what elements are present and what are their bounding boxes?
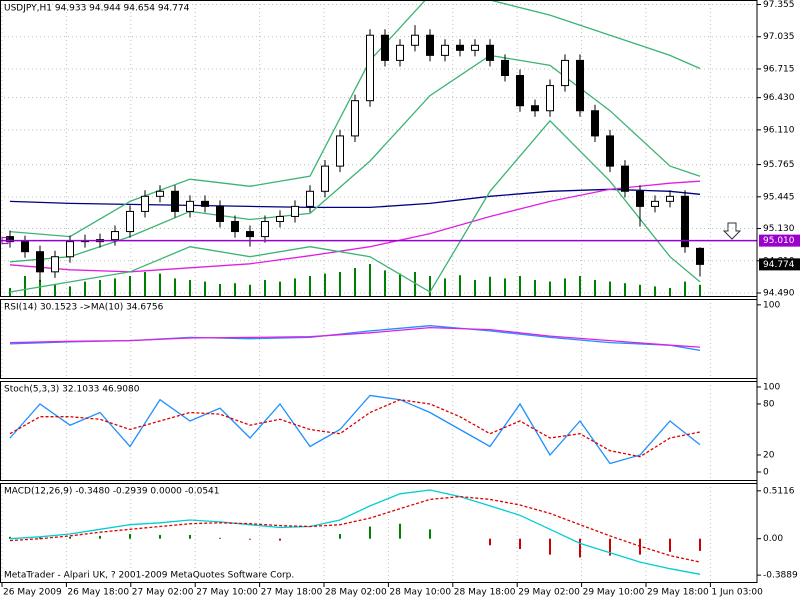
- y-tick-label: 100: [763, 382, 780, 392]
- y-tick-label: 97.035: [763, 32, 795, 42]
- y-tick-label: 95.445: [763, 192, 795, 202]
- candle-body: [456, 44, 464, 51]
- candle-body: [411, 34, 419, 46]
- x-tick-label: 29 May 02:00: [518, 588, 580, 598]
- candle-body: [51, 256, 59, 273]
- panel-title: USDJPY,H1 94.933 94.944 94.654 94.774: [4, 4, 190, 14]
- indicator-line: [9, 119, 701, 293]
- panel-title: MACD(12,26,9) -0.3480 -0.2939 0.0000 -0.…: [4, 487, 220, 497]
- candle-body: [516, 75, 524, 107]
- level-marker: [1, 237, 9, 245]
- candle-body: [6, 236, 14, 243]
- price-label-box: [759, 258, 800, 271]
- level-label: 95.010: [763, 236, 795, 246]
- candle-body: [231, 220, 239, 233]
- y-tick-label: 95.765: [763, 160, 795, 170]
- x-tick-label: 29 May 10:00: [583, 588, 645, 598]
- y-tick-label: -0.3889: [763, 571, 798, 581]
- candle-body: [111, 231, 119, 241]
- candle-body: [336, 135, 344, 167]
- y-tick-label: 80: [763, 399, 775, 409]
- candle-body: [606, 135, 614, 167]
- candle-body: [366, 34, 374, 102]
- candle-body: [321, 165, 329, 192]
- candle-body: [396, 44, 404, 61]
- candle-body: [306, 190, 314, 207]
- y-tick-label: 20: [763, 450, 775, 460]
- y-tick-label: 96.715: [763, 64, 795, 74]
- x-tick-label: 28 May 10:00: [389, 588, 451, 598]
- candle-body: [501, 59, 509, 77]
- x-tick-label: 27 May 02:00: [132, 588, 194, 598]
- candle-body: [261, 220, 269, 238]
- x-tick-label: 26 May 18:00: [67, 588, 129, 598]
- indicator-line: [9, 489, 701, 575]
- y-tick-label: 96.110: [763, 125, 795, 135]
- candle-body: [201, 200, 209, 207]
- indicator-line: [9, 326, 701, 348]
- x-tick-label: 1 Jun 03:00: [711, 588, 763, 598]
- candle-body: [186, 200, 194, 212]
- candle-body: [381, 34, 389, 61]
- candle-body: [561, 59, 569, 87]
- y-tick-label: 95.130: [763, 224, 795, 234]
- indicator-line: [9, 394, 701, 465]
- y-tick-label: 96.430: [763, 93, 795, 103]
- candle-body: [351, 100, 359, 137]
- candle-body: [471, 44, 479, 51]
- candle-body: [66, 241, 74, 258]
- y-tick-label: 0.00: [763, 534, 783, 544]
- candle-body: [531, 105, 539, 112]
- candle-body: [21, 241, 29, 253]
- indicator-line: [9, 495, 701, 563]
- x-tick-label: 28 May 02:00: [325, 588, 387, 598]
- candle-body: [636, 190, 644, 207]
- panel-title: RSI(14) 30.1523 ->MA(10) 34.6756: [4, 303, 164, 313]
- x-tick-label: 27 May 10:00: [196, 588, 258, 598]
- candle-body: [441, 44, 449, 56]
- y-tick-label: 100: [763, 300, 780, 310]
- candle-body: [276, 215, 284, 222]
- candle-body: [291, 205, 299, 217]
- candle-body: [141, 195, 149, 212]
- level-label-box: [759, 234, 800, 247]
- candle-body: [126, 210, 134, 233]
- x-tick-label: 27 May 18:00: [261, 588, 323, 598]
- y-tick-label: 0: [763, 467, 769, 477]
- candle-body: [36, 251, 44, 273]
- y-tick-label: 0.5116: [763, 486, 795, 496]
- y-tick-label: 97.355: [763, 0, 795, 10]
- x-tick-label: 29 May 18:00: [647, 588, 709, 598]
- candle-body: [621, 165, 629, 192]
- price-label: 94.774: [763, 260, 795, 270]
- x-tick-label: 26 May 2009: [3, 588, 62, 598]
- candle-body: [171, 190, 179, 212]
- candle-body: [486, 44, 494, 61]
- y-tick-label: 94.490: [763, 288, 795, 298]
- candle-body: [216, 205, 224, 222]
- x-tick-label: 28 May 18:00: [454, 588, 516, 598]
- candle-body: [156, 190, 164, 197]
- candle-body: [576, 59, 584, 112]
- candle-body: [591, 110, 599, 137]
- candle-body: [246, 231, 254, 238]
- candle-body: [681, 195, 689, 248]
- candle-body: [696, 247, 704, 265]
- panel-title: Stoch(5,3,3) 32.1033 46.9080: [4, 385, 140, 395]
- indicator-line: [9, 399, 701, 458]
- candle-body: [426, 34, 434, 56]
- sell-arrow: [722, 222, 742, 240]
- candle-body: [651, 200, 659, 207]
- candle-body: [546, 85, 554, 112]
- candle-body: [666, 195, 674, 202]
- footer-text: MetaTrader - Alpari UK, ? 2001-2009 Meta…: [4, 571, 294, 581]
